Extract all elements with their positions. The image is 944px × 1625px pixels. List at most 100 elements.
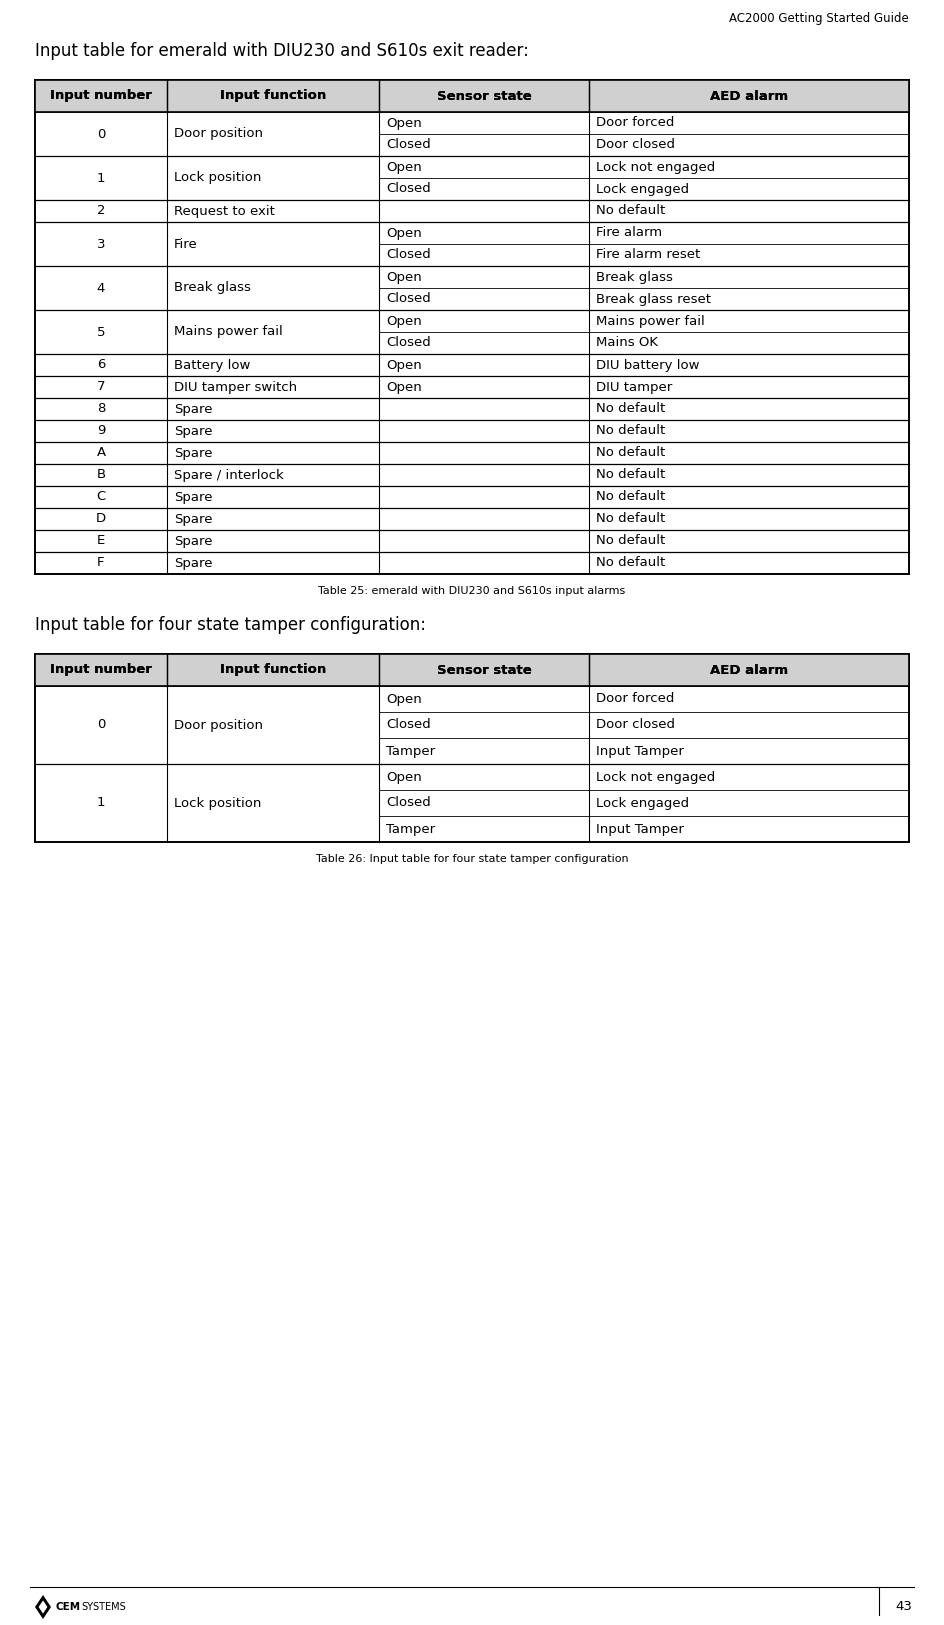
Bar — [35, 653, 909, 686]
Text: Input number: Input number — [50, 89, 152, 102]
Text: No default: No default — [596, 512, 666, 525]
Text: Open: Open — [386, 161, 422, 174]
Text: No default: No default — [596, 535, 666, 548]
Text: B: B — [96, 468, 106, 481]
Text: Door closed: Door closed — [596, 138, 675, 151]
Text: Input number: Input number — [50, 663, 152, 676]
Text: Mains power fail: Mains power fail — [596, 315, 705, 328]
Text: Sensor state: Sensor state — [437, 89, 531, 102]
Text: Closed: Closed — [386, 249, 430, 262]
Text: Door position: Door position — [174, 718, 263, 731]
Text: Input function: Input function — [220, 89, 326, 102]
Bar — [35, 80, 909, 574]
Text: Closed: Closed — [386, 718, 430, 731]
Text: SYSTEMS: SYSTEMS — [81, 1602, 126, 1612]
Text: Tamper: Tamper — [386, 822, 435, 835]
Text: 8: 8 — [97, 403, 105, 416]
Text: 6: 6 — [97, 359, 105, 372]
Text: Tamper: Tamper — [386, 744, 435, 757]
Text: A: A — [96, 447, 106, 460]
Text: Break glass reset: Break glass reset — [596, 292, 711, 306]
Text: Request to exit: Request to exit — [174, 205, 275, 218]
Text: 1: 1 — [96, 796, 105, 809]
Text: Closed: Closed — [386, 292, 430, 306]
Text: Break glass: Break glass — [596, 270, 673, 283]
Text: 5: 5 — [96, 325, 105, 338]
Text: No default: No default — [596, 491, 666, 504]
Text: Input function: Input function — [220, 89, 326, 102]
Text: Spare: Spare — [174, 512, 212, 525]
Text: Door closed: Door closed — [596, 718, 675, 731]
Text: Input table for four state tamper configuration:: Input table for four state tamper config… — [35, 616, 426, 634]
Text: C: C — [96, 491, 106, 504]
Text: Lock not engaged: Lock not engaged — [596, 770, 716, 783]
Text: Input number: Input number — [50, 89, 152, 102]
Text: No default: No default — [596, 556, 666, 569]
Text: Door position: Door position — [174, 127, 263, 140]
Text: Battery low: Battery low — [174, 359, 250, 372]
Text: E: E — [97, 535, 105, 548]
Text: No default: No default — [596, 447, 666, 460]
Text: Open: Open — [386, 359, 422, 372]
Text: Lock engaged: Lock engaged — [596, 796, 689, 809]
Text: Lock position: Lock position — [174, 172, 261, 185]
Text: Door forced: Door forced — [596, 117, 674, 130]
Text: AED alarm: AED alarm — [710, 89, 788, 102]
Text: Input Tamper: Input Tamper — [596, 822, 683, 835]
Text: No default: No default — [596, 424, 666, 437]
Text: Sensor state: Sensor state — [437, 663, 531, 676]
Text: Sensor state: Sensor state — [437, 663, 531, 676]
Text: Spare: Spare — [174, 447, 212, 460]
Text: Spare: Spare — [174, 403, 212, 416]
Bar — [35, 80, 909, 112]
Text: Fire alarm reset: Fire alarm reset — [596, 249, 700, 262]
Text: Lock position: Lock position — [174, 796, 261, 809]
Text: Input function: Input function — [220, 663, 326, 676]
Text: Fire: Fire — [174, 237, 197, 250]
Bar — [35, 80, 909, 112]
Text: 4: 4 — [97, 281, 105, 294]
Text: Table 25: emerald with DIU230 and S610s input alarms: Table 25: emerald with DIU230 and S610s … — [318, 587, 626, 596]
Text: D: D — [96, 512, 106, 525]
Text: Table 26: Input table for four state tamper configuration: Table 26: Input table for four state tam… — [315, 855, 629, 864]
Text: Open: Open — [386, 117, 422, 130]
Text: 43: 43 — [896, 1601, 913, 1614]
Text: 9: 9 — [97, 424, 105, 437]
Text: Open: Open — [386, 380, 422, 393]
Text: Spare: Spare — [174, 535, 212, 548]
Text: Lock engaged: Lock engaged — [596, 182, 689, 195]
Text: Spare: Spare — [174, 491, 212, 504]
Text: Spare: Spare — [174, 424, 212, 437]
Bar — [35, 653, 909, 686]
Polygon shape — [39, 1601, 47, 1614]
Text: AED alarm: AED alarm — [710, 663, 788, 676]
Text: 3: 3 — [96, 237, 105, 250]
Text: Input table for emerald with DIU230 and S610s exit reader:: Input table for emerald with DIU230 and … — [35, 42, 529, 60]
Text: Input Tamper: Input Tamper — [596, 744, 683, 757]
Text: Open: Open — [386, 770, 422, 783]
Text: Open: Open — [386, 270, 422, 283]
Text: AED alarm: AED alarm — [710, 663, 788, 676]
Text: Input function: Input function — [220, 663, 326, 676]
Text: No default: No default — [596, 403, 666, 416]
Text: DIU battery low: DIU battery low — [596, 359, 700, 372]
Text: Input number: Input number — [50, 663, 152, 676]
Text: 0: 0 — [97, 718, 105, 731]
Text: Closed: Closed — [386, 796, 430, 809]
Text: DIU tamper: DIU tamper — [596, 380, 672, 393]
Text: 1: 1 — [96, 172, 105, 185]
Text: No default: No default — [596, 468, 666, 481]
Text: F: F — [97, 556, 105, 569]
Text: Mains power fail: Mains power fail — [174, 325, 283, 338]
Text: 7: 7 — [96, 380, 105, 393]
Text: DIU tamper switch: DIU tamper switch — [174, 380, 297, 393]
Text: CEM: CEM — [56, 1602, 81, 1612]
Text: 2: 2 — [96, 205, 105, 218]
Text: Closed: Closed — [386, 138, 430, 151]
Text: Open: Open — [386, 692, 422, 705]
Text: Open: Open — [386, 226, 422, 239]
Text: Open: Open — [386, 315, 422, 328]
Text: AED alarm: AED alarm — [710, 89, 788, 102]
Text: Door forced: Door forced — [596, 692, 674, 705]
Text: 0: 0 — [97, 127, 105, 140]
